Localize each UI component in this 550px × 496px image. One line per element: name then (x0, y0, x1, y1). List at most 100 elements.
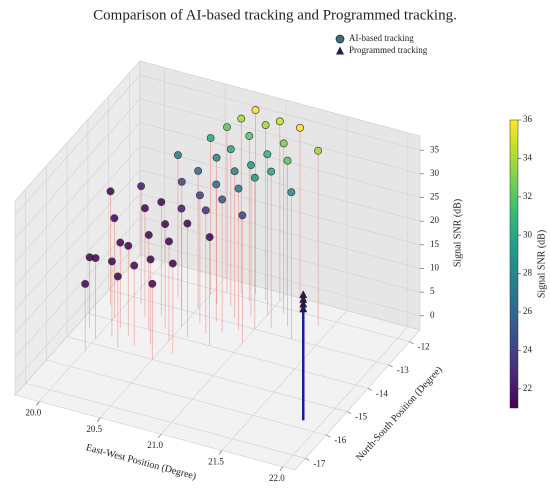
grid-line (39, 261, 165, 402)
y-tick (367, 388, 373, 391)
point (194, 166, 203, 175)
point (237, 114, 246, 123)
point (177, 177, 186, 186)
point (212, 180, 221, 189)
y-tick-label: -16 (334, 435, 346, 445)
z-tick-label: 20 (430, 215, 440, 225)
grid-line (14, 145, 141, 287)
point (234, 184, 243, 193)
point (168, 259, 177, 268)
point (174, 151, 182, 159)
z-axis-label: Signal SNR (dB) (452, 199, 463, 267)
y-tick-label: -13 (397, 365, 409, 375)
grid-line (14, 240, 141, 382)
grid-line (108, 289, 389, 366)
point (218, 195, 227, 204)
point (279, 139, 288, 148)
colorbar-tick-label: 22 (523, 383, 532, 393)
point (212, 153, 221, 162)
point (124, 241, 133, 250)
point (299, 299, 308, 308)
z-tick-label: 35 (430, 144, 440, 154)
z-tick-label: 0 (430, 310, 435, 320)
point (299, 290, 308, 299)
point (195, 191, 204, 200)
point (140, 204, 149, 213)
point (148, 279, 157, 288)
grid-line (14, 122, 141, 263)
point (238, 211, 247, 220)
point (275, 117, 284, 126)
x-tick (36, 401, 40, 406)
y-tick-label: -17 (313, 458, 325, 468)
x-tick (157, 433, 162, 439)
y-tick (409, 341, 414, 344)
point (137, 182, 146, 191)
legend-marker (336, 46, 344, 55)
colorbar-tick-label: 36 (523, 114, 533, 124)
point (146, 255, 155, 264)
point (110, 214, 119, 223)
y-tick-label: -15 (355, 412, 367, 422)
grid-line (139, 74, 421, 151)
point (81, 279, 90, 288)
point (296, 123, 304, 132)
point (299, 294, 308, 303)
point (106, 187, 115, 196)
point (157, 198, 166, 207)
grid-line (46, 359, 327, 436)
grid-line (282, 326, 409, 467)
legend-marker (335, 34, 345, 44)
grid-line (14, 169, 141, 311)
point (247, 161, 255, 170)
point (165, 237, 173, 246)
grid-line (221, 310, 348, 451)
point (206, 134, 215, 142)
point (205, 233, 214, 242)
point (230, 167, 239, 176)
x-tick (279, 466, 284, 471)
x-tick-label: 20.5 (86, 424, 102, 434)
colorbar-tick-label: 26 (523, 306, 533, 316)
point (161, 220, 170, 229)
x-tick-label: 21.0 (147, 440, 163, 450)
point (183, 219, 192, 228)
legend-label: Programmed tracking (349, 45, 428, 55)
y-tick-label: -12 (418, 342, 430, 352)
point (245, 132, 254, 140)
z-tick-label: 15 (430, 239, 440, 249)
point (91, 254, 100, 263)
point (314, 146, 323, 155)
point (299, 304, 308, 313)
point (283, 156, 292, 165)
colorbar-tick-label: 34 (523, 152, 533, 162)
colorbar-tick-label: 28 (523, 268, 533, 278)
grid-line (87, 313, 368, 389)
point (144, 231, 153, 239)
point (263, 150, 272, 159)
point (177, 204, 186, 213)
x-tick-label: 22.0 (269, 473, 285, 483)
point (223, 123, 231, 132)
point (287, 188, 296, 197)
x-axis-label: East-West Position (Degree) (85, 442, 198, 482)
point (130, 261, 139, 270)
point (251, 106, 260, 115)
x-tick-label: 21.5 (208, 456, 224, 466)
legend-label: AI-based tracking (349, 33, 414, 43)
z-tick-label: 5 (430, 286, 435, 296)
x-tick-label: 20.0 (25, 408, 41, 418)
y-tick-label: -14 (376, 388, 388, 398)
grid-line (160, 293, 287, 435)
chart-title: Comparison of AI-based tracking and Prog… (93, 7, 457, 23)
colorbar-tick-label: 30 (523, 229, 533, 239)
z-tick-label: 10 (430, 263, 440, 273)
grid-line (14, 74, 141, 216)
z-tick-label: 25 (430, 192, 440, 202)
colorbar-label: Signal SNR (dB) (536, 230, 547, 298)
grid-line (67, 336, 348, 412)
x-tick (218, 450, 223, 455)
point (113, 272, 122, 281)
grid-line (14, 193, 141, 334)
